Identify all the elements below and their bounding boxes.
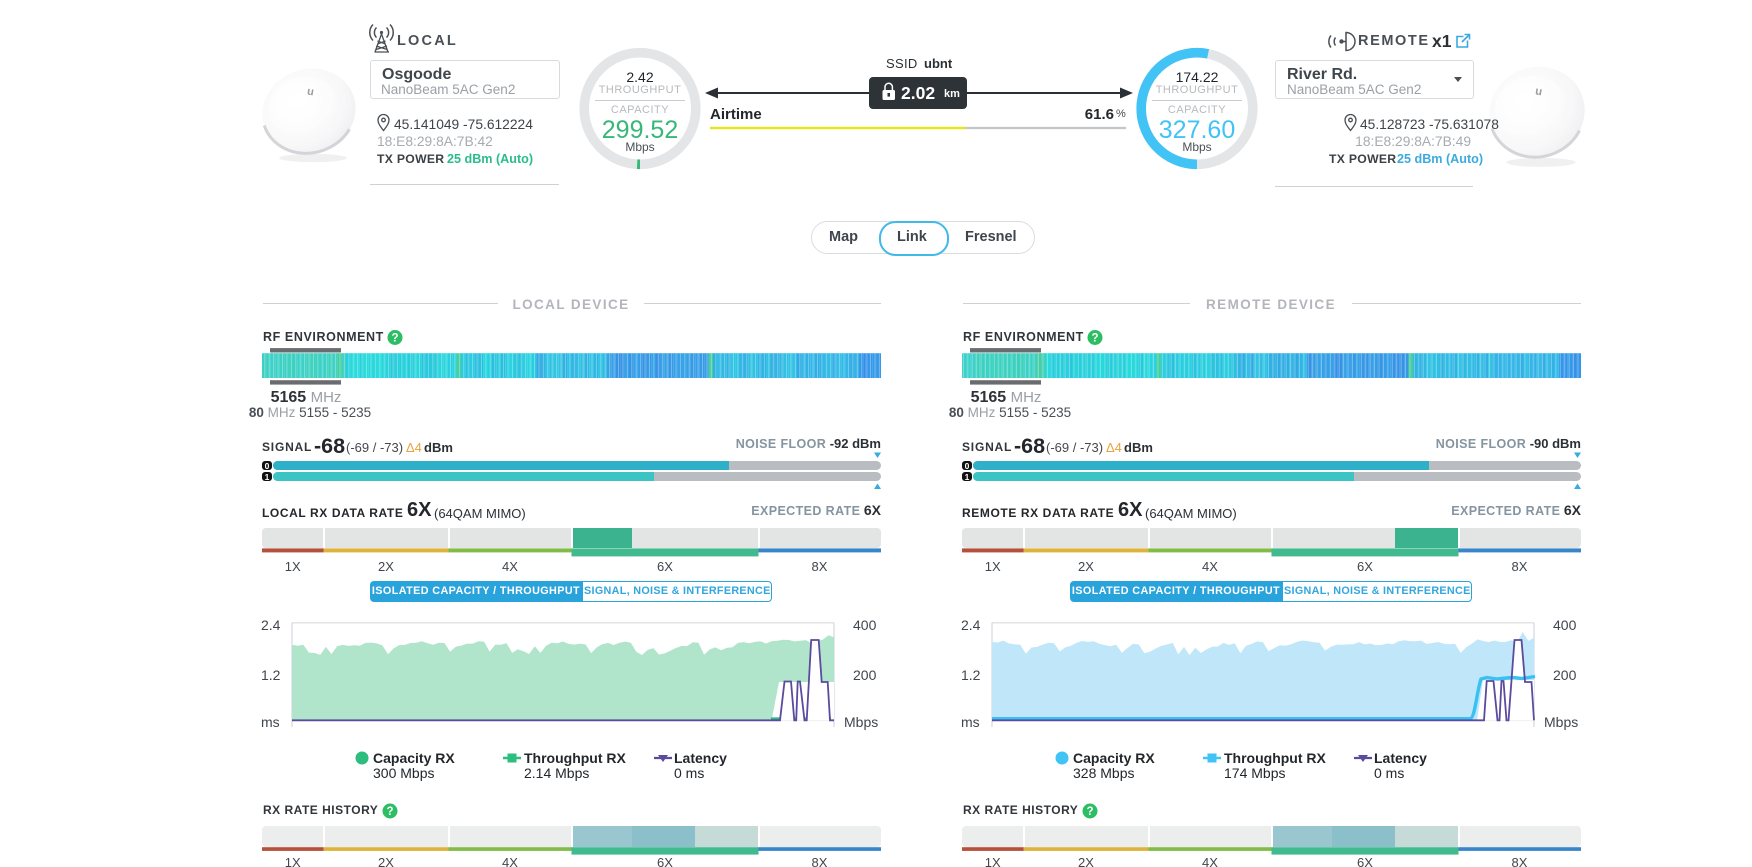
svg-text:?: ? <box>391 333 398 345</box>
svg-text:u: u <box>306 86 315 99</box>
svg-text:?: ? <box>1091 333 1098 345</box>
svg-text:u: u <box>1534 85 1543 98</box>
svg-text:?: ? <box>386 806 393 818</box>
svg-text:?: ? <box>1086 806 1093 818</box>
